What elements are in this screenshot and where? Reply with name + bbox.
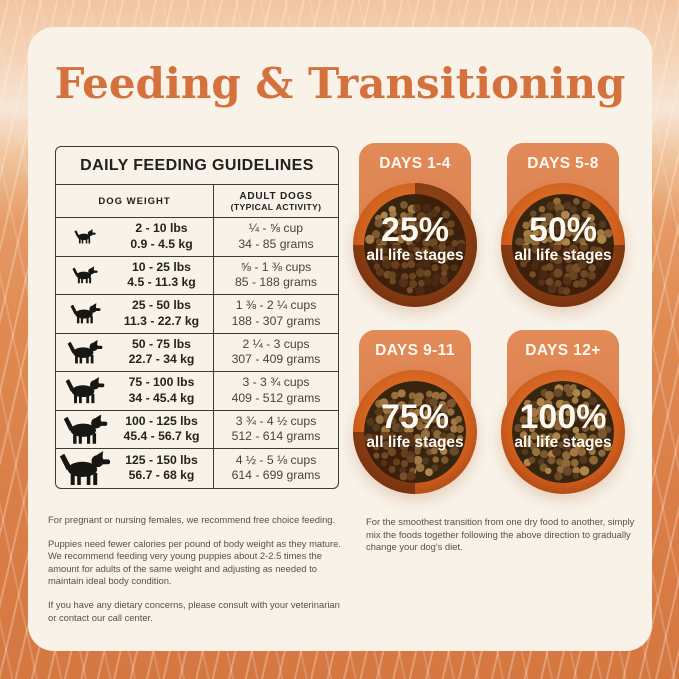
food-bowl: 75% all life stages	[353, 370, 477, 494]
weight-kg: 0.9 - 4.5 kg	[130, 236, 193, 251]
percent-label: 50%	[528, 211, 598, 249]
transition-step: DAYS 12+ 100% all life stages	[489, 330, 637, 522]
table-body: 2 - 10 lbs 0.9 - 4.5 kg ¼ - ⅝ cup 34 - 8…	[56, 218, 338, 488]
transition-step: DAYS 9-11 75% all life stages	[341, 330, 489, 522]
column-header-adult-dogs-line1: ADULT DOGS	[239, 190, 313, 202]
dog-icon	[56, 266, 114, 284]
table-title: DAILY FEEDING GUIDELINES	[56, 147, 338, 185]
bowl-text: 25% all life stages	[353, 177, 477, 301]
table-row: 2 - 10 lbs 0.9 - 4.5 kg ¼ - ⅝ cup 34 - 8…	[56, 218, 338, 257]
dog-icon	[56, 229, 114, 244]
amount-grams: 85 - 188 grams	[235, 275, 317, 290]
weight-lbs: 25 - 50 lbs	[132, 298, 191, 313]
feeding-notes: For pregnant or nursing females, we reco…	[48, 514, 348, 635]
percent-label: 25%	[380, 211, 450, 249]
mix-ratio-shade	[353, 183, 477, 307]
weight-kg: 22.7 - 34 kg	[128, 352, 195, 367]
days-label: DAYS 1-4	[379, 155, 451, 172]
dog-icon	[56, 450, 114, 486]
transition-note: For the smoothest transition from one dr…	[366, 516, 635, 553]
table-row: 125 - 150 lbs 56.7 - 68 kg 4 ½ - 5 ⅛ cup…	[56, 449, 338, 488]
bowl-text: 100% all life stages	[501, 364, 625, 488]
column-header-adult-dogs: ADULT DOGS (TYPICAL ACTIVITY)	[213, 185, 338, 217]
kibble	[512, 381, 614, 483]
days-label: DAYS 5-8	[527, 155, 599, 172]
feeding-guidelines-table: DAILY FEEDING GUIDELINES DOG WEIGHT ADUL…	[55, 146, 339, 489]
stages-label: all life stages	[514, 247, 612, 264]
stages-label: all life stages	[366, 247, 464, 264]
mix-ratio-shade	[353, 370, 477, 494]
mix-ratio-shade	[501, 183, 625, 307]
amount-cups: 3 - 3 ¾ cups	[242, 375, 310, 390]
percent-label: 75%	[380, 398, 450, 436]
dog-icon	[56, 414, 114, 445]
bowl-text: 75% all life stages	[353, 364, 477, 488]
food-bowl: 100% all life stages	[501, 370, 625, 494]
table-header-row: DOG WEIGHT ADULT DOGS (TYPICAL ACTIVITY)	[56, 185, 338, 218]
weight-kg: 56.7 - 68 kg	[128, 468, 195, 483]
stages-label: all life stages	[366, 434, 464, 451]
food-bowl: 50% all life stages	[501, 183, 625, 307]
amount-cups: 1 ⅜ - 2 ¼ cups	[235, 298, 317, 313]
bowl-text: 50% all life stages	[501, 177, 625, 301]
feeding-note-paragraph: If you have any dietary concerns, please…	[48, 598, 340, 623]
dog-icon	[56, 340, 114, 364]
amount-cups: ⅝ - 1 ⅜ cups	[240, 259, 312, 274]
amount-cups: ¼ - ⅝ cup	[248, 221, 304, 236]
weight-lbs: 125 - 150 lbs	[125, 452, 198, 467]
weight-kg: 11.3 - 22.7 kg	[123, 313, 200, 328]
feeding-note-paragraph: Puppies need fewer calories per pound of…	[48, 537, 341, 587]
feeding-note-paragraph: For pregnant or nursing females, we reco…	[48, 514, 336, 525]
dog-icon	[56, 377, 114, 404]
stages-label: all life stages	[514, 434, 612, 451]
food-bowl: 25% all life stages	[353, 183, 477, 307]
weight-lbs: 50 - 75 lbs	[132, 336, 191, 351]
days-label: DAYS 12+	[525, 342, 601, 359]
amount-cups: 2 ¼ - 3 cups	[242, 336, 310, 351]
transition-step: DAYS 1-4 25% all life stages	[341, 143, 489, 335]
amount-grams: 34 - 85 grams	[238, 236, 314, 251]
table-row: 10 - 25 lbs 4.5 - 11.3 kg ⅝ - 1 ⅜ cups 8…	[56, 256, 338, 295]
amount-grams: 188 - 307 grams	[231, 313, 321, 328]
weight-lbs: 75 - 100 lbs	[128, 375, 195, 390]
amount-grams: 307 - 409 grams	[231, 352, 321, 367]
weight-kg: 45.4 - 56.7 kg	[123, 429, 200, 444]
weight-kg: 34 - 45.4 kg	[128, 390, 195, 405]
transition-step: DAYS 5-8 50% all life stages	[489, 143, 637, 335]
amount-grams: 409 - 512 grams	[231, 390, 321, 405]
amount-cups: 3 ¾ - 4 ½ cups	[235, 413, 317, 428]
weight-lbs: 10 - 25 lbs	[132, 259, 191, 274]
table-row: 25 - 50 lbs 11.3 - 22.7 kg 1 ⅜ - 2 ¼ cup…	[56, 295, 338, 334]
table-row: 75 - 100 lbs 34 - 45.4 kg 3 - 3 ¾ cups 4…	[56, 372, 338, 411]
table-row: 50 - 75 lbs 22.7 - 34 kg 2 ¼ - 3 cups 30…	[56, 333, 338, 372]
days-label: DAYS 9-11	[375, 342, 455, 359]
percent-label: 100%	[519, 398, 607, 436]
column-header-dog-weight: DOG WEIGHT	[98, 195, 171, 207]
column-header-typical-activity: (TYPICAL ACTIVITY)	[230, 201, 322, 212]
weight-lbs: 100 - 125 lbs	[125, 413, 198, 428]
amount-grams: 614 - 699 grams	[231, 468, 321, 483]
amount-grams: 512 - 614 grams	[231, 429, 321, 444]
info-card: Feeding & Transitioning DAILY FEEDING GU…	[28, 27, 652, 651]
weight-kg: 4.5 - 11.3 kg	[127, 275, 196, 290]
page-title: Feeding & Transitioning	[54, 59, 626, 108]
weight-lbs: 2 - 10 lbs	[135, 221, 188, 236]
table-row: 100 - 125 lbs 45.4 - 56.7 kg 3 ¾ - 4 ½ c…	[56, 410, 338, 449]
dog-icon	[56, 303, 114, 324]
amount-cups: 4 ½ - 5 ⅛ cups	[235, 452, 317, 467]
